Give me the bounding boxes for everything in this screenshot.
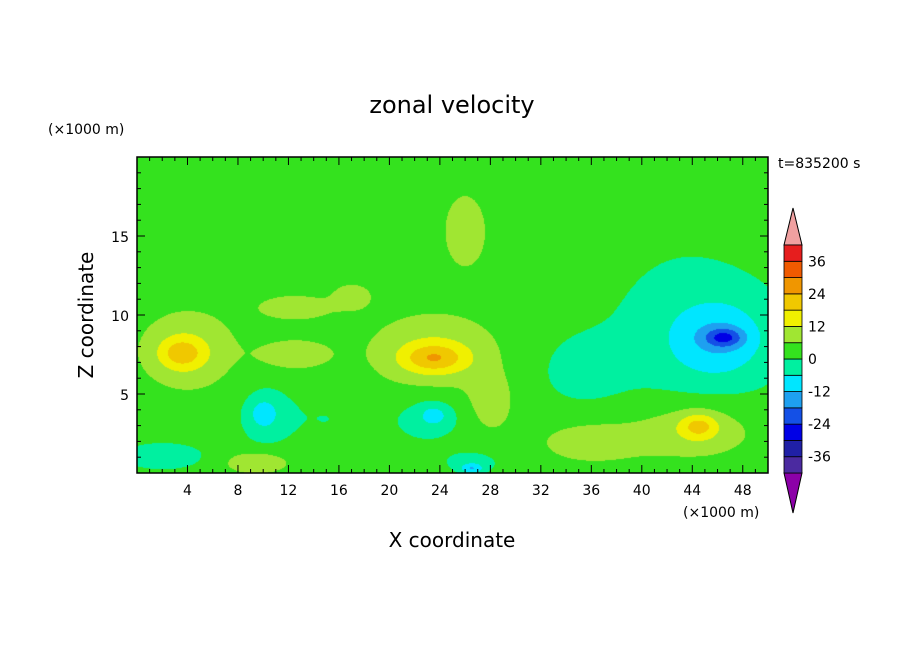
y-axis-ticks: 5 10 15: [111, 172, 768, 458]
x-axis-unit: (×1000 m): [683, 505, 759, 521]
chart-title: zonal velocity: [369, 91, 534, 119]
x-tick-label: 40: [633, 483, 651, 499]
colorbar-segment: [783, 423, 803, 441]
x-axis-label: X coordinate: [389, 528, 516, 552]
colorbar-segment: [783, 440, 803, 458]
x-tick-label: 28: [481, 483, 499, 499]
y-axis-unit: (×1000 m): [48, 122, 124, 138]
x-tick-label: 24: [431, 483, 449, 499]
colorbar-segment: [783, 456, 803, 474]
x-tick-label: 8: [233, 483, 242, 499]
y-axis-label: Z coordinate: [74, 252, 98, 379]
colorbar-segment: [783, 358, 803, 376]
time-label: t=835200 s: [778, 156, 860, 172]
colorbar-bottom-arrow: [783, 472, 803, 514]
colorbar-tick-label: 24: [808, 287, 826, 303]
colorbar-segment: [783, 277, 803, 295]
colorbar-segment: [783, 293, 803, 311]
y-tick-label: 10: [111, 309, 129, 325]
colorbar-tick-label: -12: [808, 385, 831, 401]
colorbar-tick-label: 0: [808, 352, 817, 368]
x-tick-label: 16: [330, 483, 348, 499]
plot-area: [136, 156, 769, 474]
colorbar-segment: [783, 244, 803, 262]
colorbar-tick-label: -36: [808, 450, 831, 466]
x-tick-label: 4: [183, 483, 192, 499]
x-tick-label: 32: [532, 483, 550, 499]
x-tick-label: 48: [734, 483, 752, 499]
colorbar-tick-label: 36: [808, 254, 826, 270]
colorbar-tick-label: -24: [808, 417, 831, 433]
y-tick-label: 5: [120, 388, 129, 404]
colorbar-segment: [783, 326, 803, 344]
velocity-field: [137, 157, 768, 473]
colorbar-top-arrow: [783, 207, 803, 246]
colorbar-segment: [783, 407, 803, 425]
colorbar-segment: [783, 309, 803, 327]
colorbar-segment: [783, 342, 803, 360]
y-tick-label: 15: [111, 230, 129, 246]
colorbar-segment: [783, 260, 803, 278]
colorbar-tick-label: 12: [808, 319, 826, 335]
x-tick-label: 44: [683, 483, 701, 499]
colorbar: 36 24 12 0 -12 -24 -36: [783, 207, 831, 514]
x-tick-label: 12: [280, 483, 298, 499]
colorbar-segment: [783, 374, 803, 392]
x-axis-ticks: 4 8 12 16 20 24 28 32 36 40 44 48: [149, 157, 756, 499]
x-tick-label: 20: [380, 483, 398, 499]
x-tick-label: 36: [582, 483, 600, 499]
colorbar-segment: [783, 391, 803, 409]
